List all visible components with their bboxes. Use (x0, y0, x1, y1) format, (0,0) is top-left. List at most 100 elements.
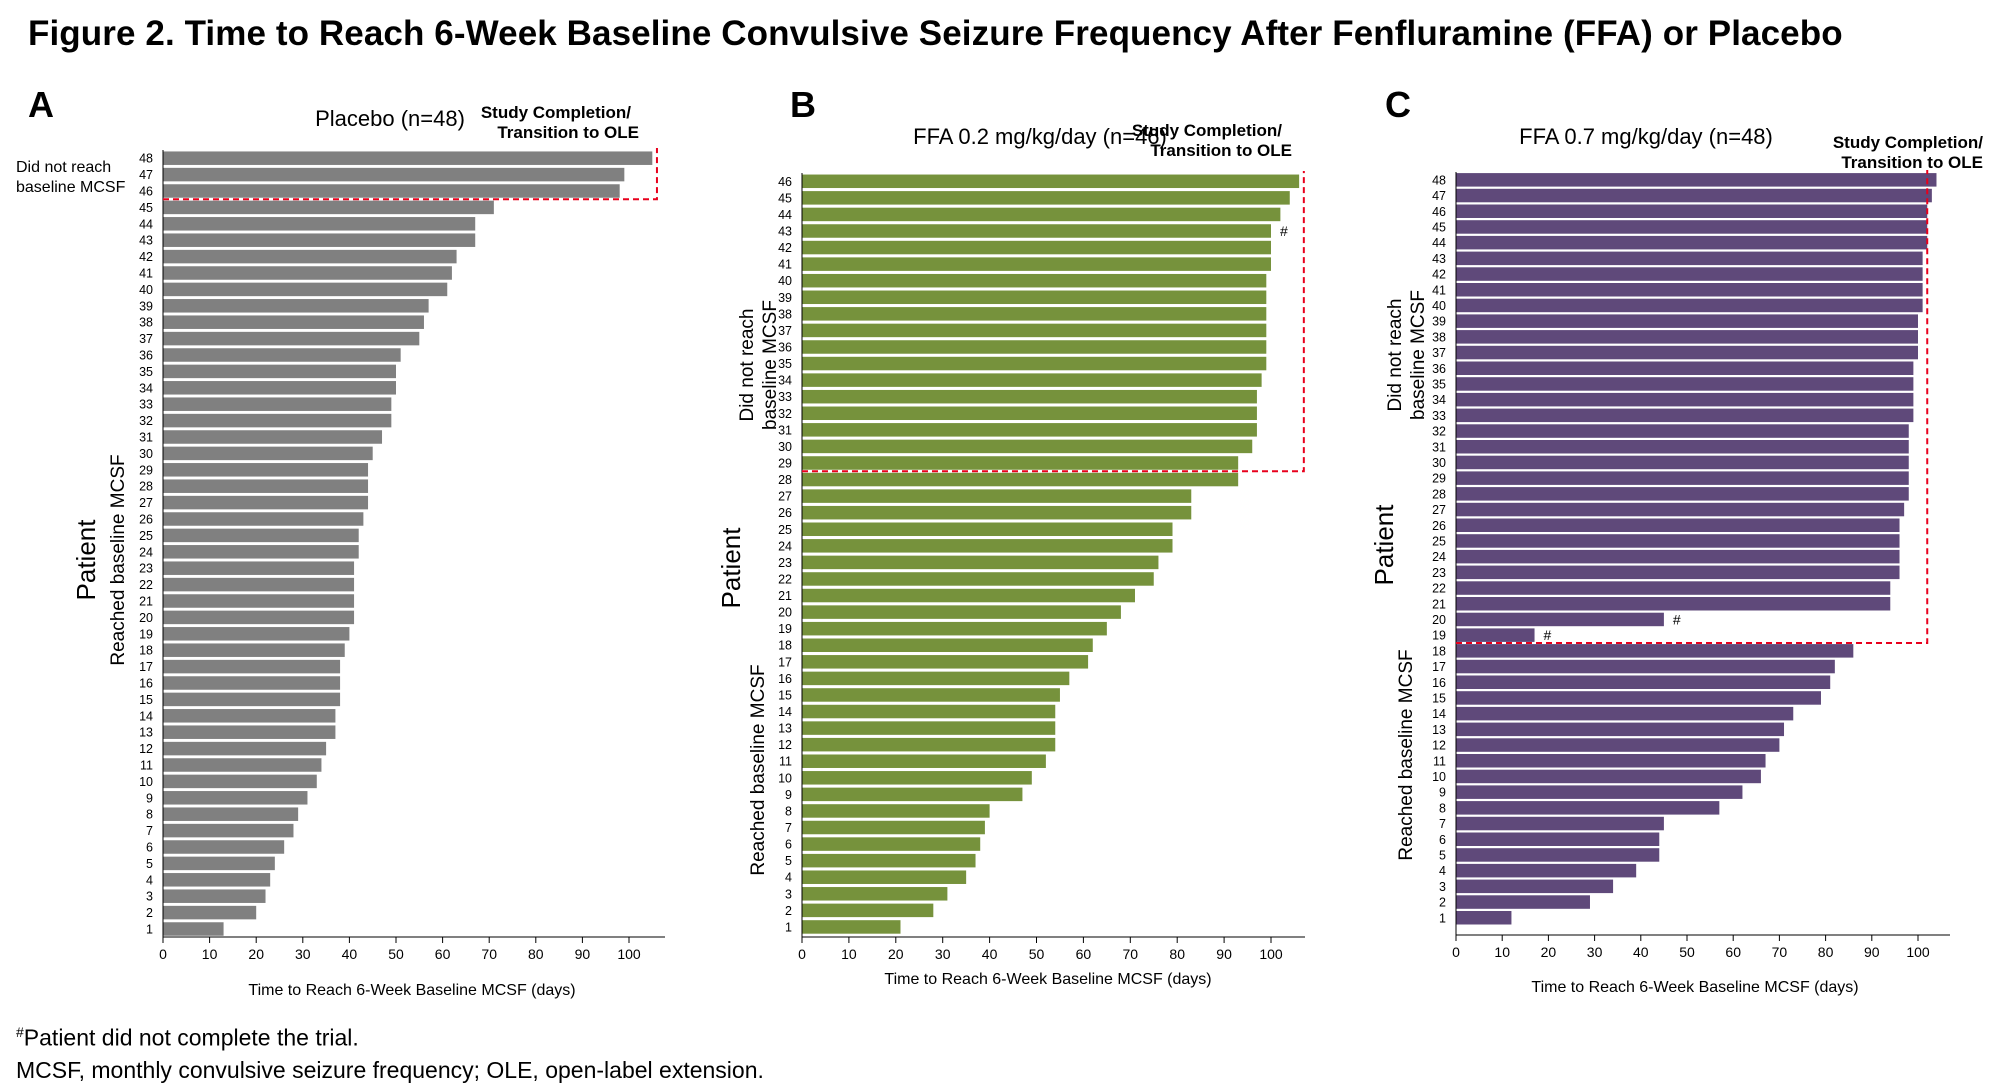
bar (163, 413, 392, 428)
category-tick-label: 11 (779, 755, 792, 769)
category-tick-label: 17 (1432, 660, 1446, 674)
category-tick-label: 46 (1432, 205, 1446, 219)
category-tick-label: 3 (1439, 880, 1446, 894)
x-tick-label: 20 (888, 946, 904, 962)
category-tick-label: 35 (139, 365, 153, 379)
category-tick-label: 25 (139, 529, 153, 543)
category-tick-label: 9 (146, 791, 153, 805)
category-tick-label: 14 (1432, 707, 1446, 721)
category-tick-label: 44 (1432, 236, 1446, 250)
bar (1456, 487, 1909, 501)
x-tick-label: 80 (528, 946, 544, 962)
x-tick-label: 80 (1818, 944, 1834, 960)
bar (163, 217, 476, 231)
bar (1456, 188, 1932, 203)
category-tick-label: 6 (785, 838, 792, 852)
x-tick-label: 90 (1216, 946, 1232, 962)
bar (802, 522, 1173, 537)
category-tick-label: 22 (139, 578, 153, 592)
bar (1456, 895, 1590, 909)
group-label-reached: Reached baseline MCSF (108, 454, 129, 665)
category-tick-label: 15 (139, 693, 153, 707)
study-completion-cutoff-box (163, 148, 658, 201)
category-tick-label: 36 (1432, 362, 1446, 376)
category-tick-label: 8 (785, 804, 792, 818)
bar (163, 905, 257, 920)
category-tick-label: 45 (1432, 220, 1446, 234)
bar (1456, 801, 1720, 815)
annotation-line-1: Study Completion/ (481, 103, 631, 122)
did-not-complete-marker: # (1280, 223, 1288, 239)
category-tick-label: 23 (139, 562, 153, 576)
bar (1456, 565, 1900, 580)
bar (802, 323, 1267, 338)
bar (163, 643, 345, 657)
bar (1456, 597, 1891, 611)
category-tick-label: 36 (778, 340, 792, 354)
bar (802, 837, 981, 851)
x-tick-label: 90 (575, 946, 591, 962)
bar (1456, 424, 1909, 438)
category-tick-label: 32 (1432, 425, 1446, 439)
category-tick-label: 5 (146, 857, 153, 871)
x-tick-label: 40 (342, 946, 358, 962)
category-tick-label: 3 (146, 890, 153, 904)
category-tick-label: 16 (1432, 676, 1446, 690)
category-tick-label: 40 (778, 274, 792, 288)
bar (802, 903, 934, 918)
category-tick-label: 35 (1432, 377, 1446, 391)
category-tick-label: 24 (1432, 550, 1446, 564)
category-tick-label: 10 (139, 775, 153, 789)
category-tick-label: 19 (139, 627, 153, 641)
study-completion-cutoff-box (802, 171, 1305, 473)
bar (1456, 267, 1923, 281)
category-tick-label: 45 (139, 201, 153, 215)
category-tick-label: 44 (139, 217, 153, 231)
x-tick-label: 50 (1679, 944, 1695, 960)
category-tick-label: 1 (146, 923, 153, 937)
category-tick-label: 19 (778, 622, 792, 636)
bar (1456, 314, 1918, 328)
category-tick-label: 17 (139, 660, 153, 674)
category-tick-label: 37 (1432, 346, 1446, 360)
bar (802, 423, 1257, 437)
bar (163, 315, 424, 329)
bar (802, 307, 1267, 321)
category-tick-label: 34 (139, 381, 153, 395)
category-tick-label: 12 (139, 742, 153, 756)
category-tick-label: 7 (785, 821, 792, 835)
study-completion-cutoff-box (1456, 170, 1929, 644)
bar (1456, 361, 1914, 375)
bar (163, 577, 355, 592)
category-tick-label: 18 (778, 639, 792, 653)
category-tick-label: 5 (785, 854, 792, 868)
bar (802, 638, 1093, 652)
bar (802, 290, 1267, 305)
group-label-not-reached-line-1: Did not reach (1385, 298, 1406, 411)
bar (163, 709, 336, 723)
bar (163, 331, 420, 346)
bar (1456, 392, 1914, 407)
bar (1456, 534, 1900, 548)
category-tick-label: 15 (1432, 691, 1446, 705)
x-tick-label: 20 (248, 946, 264, 962)
bar (163, 659, 341, 674)
x-tick-label: 100 (1259, 946, 1283, 962)
group-label-not-reached-line-2: baseline MCSF (1408, 290, 1429, 420)
category-tick-label: 43 (1432, 252, 1446, 266)
category-tick-label: 13 (778, 722, 792, 736)
category-tick-label: 21 (1432, 597, 1446, 611)
bar (802, 771, 1032, 785)
bar (163, 873, 271, 887)
category-tick-label: 43 (139, 234, 153, 248)
category-tick-label: 40 (1432, 299, 1446, 313)
bar (1456, 691, 1821, 705)
bar (163, 610, 355, 625)
bar (163, 200, 494, 215)
category-tick-label: 42 (139, 250, 153, 264)
category-tick-label: 22 (1432, 582, 1446, 596)
annotation-line-2: Transition to OLE (1841, 153, 1983, 172)
x-tick-label: 0 (159, 946, 167, 962)
bar (802, 737, 1056, 752)
category-tick-label: 46 (139, 185, 153, 199)
